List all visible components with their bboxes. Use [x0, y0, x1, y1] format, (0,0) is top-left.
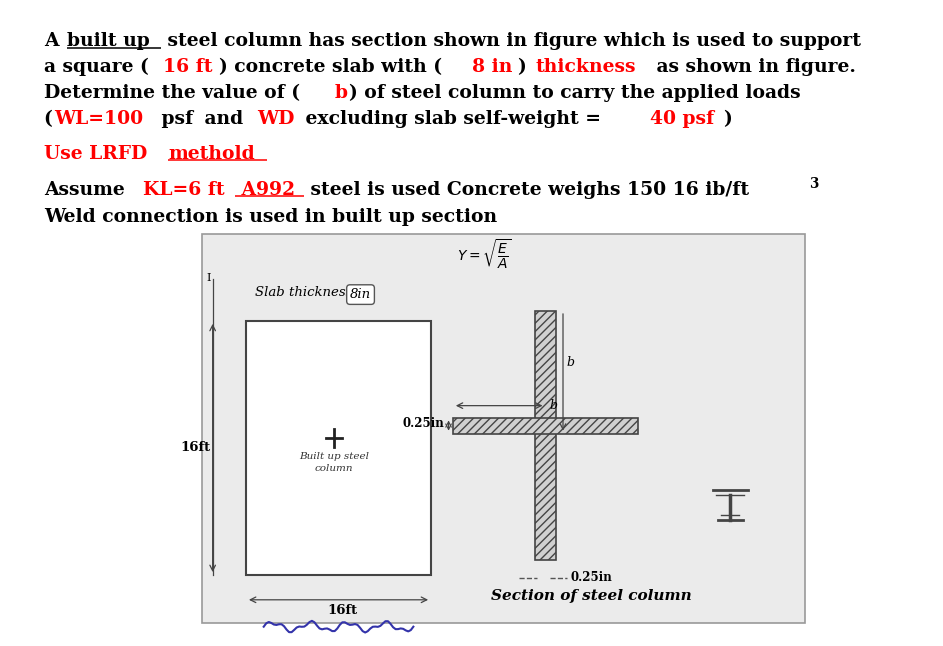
Text: b: b — [567, 356, 574, 369]
Text: 16ft: 16ft — [328, 604, 358, 617]
Text: Weld connection is used in built up section: Weld connection is used in built up sect… — [43, 209, 497, 227]
Text: Determine the value of (: Determine the value of ( — [43, 84, 300, 102]
Text: thickness: thickness — [536, 58, 637, 76]
Text: WD: WD — [257, 110, 294, 128]
Text: excluding slab self-weight =: excluding slab self-weight = — [300, 110, 608, 128]
Text: methold: methold — [168, 145, 255, 163]
Text: Built up steel: Built up steel — [299, 452, 369, 461]
Text: b: b — [550, 399, 558, 412]
Text: Assume: Assume — [43, 180, 131, 198]
Text: 8in: 8in — [350, 288, 372, 301]
Text: ) concrete slab with (: ) concrete slab with ( — [219, 58, 442, 76]
Text: A992: A992 — [236, 180, 295, 198]
Text: built up: built up — [68, 32, 150, 50]
Text: I: I — [206, 273, 210, 283]
Text: Slab thickness: Slab thickness — [255, 286, 353, 299]
Text: 0.25in: 0.25in — [403, 417, 444, 430]
Text: psf: psf — [155, 110, 193, 128]
Text: ) of steel column to carry the applied loads: ) of steel column to carry the applied l… — [349, 84, 801, 102]
Bar — [202, 234, 805, 623]
Text: A: A — [43, 32, 65, 50]
Text: steel column has section shown in figure which is used to support: steel column has section shown in figure… — [161, 32, 862, 50]
Text: 16 ft: 16 ft — [163, 58, 212, 76]
Text: column: column — [315, 464, 354, 473]
Bar — [453, 417, 637, 433]
Text: 3: 3 — [809, 177, 819, 191]
Text: 8 in: 8 in — [472, 58, 513, 76]
Text: as shown in figure.: as shown in figure. — [650, 58, 855, 76]
Bar — [535, 311, 556, 560]
Text: ): ) — [519, 58, 534, 76]
Text: 0.25in: 0.25in — [571, 572, 612, 585]
Text: a square (: a square ( — [43, 58, 148, 76]
Text: steel is used Concrete weighs 150 16 ib/ft: steel is used Concrete weighs 150 16 ib/… — [304, 180, 749, 198]
Text: b: b — [335, 84, 348, 102]
Text: 40 psf: 40 psf — [650, 110, 714, 128]
Text: ): ) — [722, 110, 732, 128]
Text: WL=100: WL=100 — [54, 110, 142, 128]
Text: 16ft: 16ft — [180, 441, 210, 454]
Bar — [246, 321, 431, 575]
Text: Section of steel column: Section of steel column — [491, 589, 692, 603]
Text: Use LRFD: Use LRFD — [43, 145, 154, 163]
Text: $\mathit{Y}=\sqrt{\dfrac{E}{A}}$: $\mathit{Y}=\sqrt{\dfrac{E}{A}}$ — [457, 238, 512, 271]
Text: (: ( — [43, 110, 53, 128]
Text: KL=6 ft: KL=6 ft — [142, 180, 224, 198]
Text: and: and — [198, 110, 250, 128]
